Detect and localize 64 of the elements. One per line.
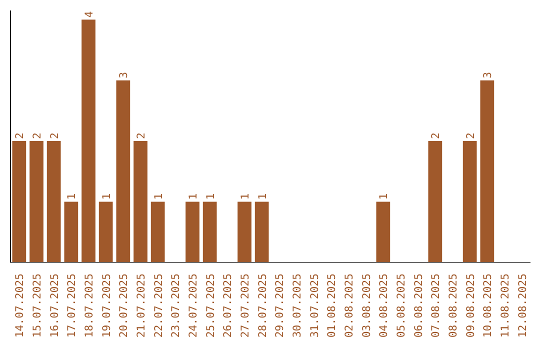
bar bbox=[98, 202, 113, 262]
data-label: 1 bbox=[204, 193, 217, 200]
bar bbox=[480, 80, 494, 262]
bar bbox=[254, 202, 269, 262]
bar bbox=[64, 202, 78, 262]
data-label: 1 bbox=[100, 193, 113, 200]
bar bbox=[238, 202, 252, 262]
data-label: 2 bbox=[48, 132, 61, 140]
data-label: 2 bbox=[429, 132, 442, 140]
data-label: 1 bbox=[186, 193, 200, 200]
x-tick-label: 18.07.2025 bbox=[82, 274, 96, 338]
x-tick-label: 29.07.2025 bbox=[273, 274, 286, 338]
x-tick-label: 04.08.2025 bbox=[377, 274, 390, 338]
bar bbox=[186, 202, 200, 262]
data-label: 1 bbox=[377, 193, 390, 200]
x-tick-label: 31.07.2025 bbox=[308, 274, 321, 338]
data-label: 2 bbox=[13, 132, 26, 140]
x-tick-label: 10.08.2025 bbox=[481, 274, 494, 338]
x-tick-label: 08.08.2025 bbox=[446, 274, 460, 338]
x-tick-label: 25.07.2025 bbox=[204, 274, 217, 338]
bar bbox=[134, 141, 148, 262]
x-tick-label: 16.07.2025 bbox=[48, 274, 61, 338]
data-label: 1 bbox=[238, 193, 252, 200]
bar bbox=[82, 20, 96, 262]
data-label: 1 bbox=[65, 193, 78, 200]
x-tick-label: 14.07.2025 bbox=[13, 274, 26, 338]
x-tick-label: 23.07.2025 bbox=[169, 274, 182, 338]
x-tick-label: 22.07.2025 bbox=[152, 274, 165, 338]
data-label: 2 bbox=[464, 132, 477, 140]
x-tick-label: 07.08.2025 bbox=[429, 274, 442, 338]
data-label: 1 bbox=[152, 193, 165, 200]
x-tick-label: 03.08.2025 bbox=[360, 274, 373, 338]
bar bbox=[30, 141, 44, 262]
data-label: 2 bbox=[134, 132, 148, 140]
x-tick-label: 30.07.2025 bbox=[290, 274, 304, 338]
bar bbox=[46, 141, 61, 262]
data-label: 3 bbox=[481, 72, 494, 78]
x-tick-label: 05.08.2025 bbox=[394, 274, 408, 338]
bar bbox=[116, 80, 130, 262]
x-tick-label: 21.07.2025 bbox=[134, 274, 148, 338]
data-label: 3 bbox=[117, 72, 130, 78]
x-tick-label: 06.08.2025 bbox=[412, 274, 425, 338]
x-tick-label: 24.07.2025 bbox=[186, 274, 200, 338]
x-tick-label: 15.07.2025 bbox=[30, 274, 44, 338]
x-tick-label: 20.07.2025 bbox=[117, 274, 130, 338]
bar bbox=[150, 202, 165, 262]
bar bbox=[462, 141, 477, 262]
x-tick-label: 28.07.2025 bbox=[256, 274, 269, 338]
x-tick-label: 09.08.2025 bbox=[464, 274, 477, 338]
bar bbox=[12, 141, 26, 262]
x-tick-label: 01.08.2025 bbox=[325, 274, 338, 338]
x-tick-label: 27.07.2025 bbox=[238, 274, 252, 338]
data-label: 1 bbox=[256, 193, 269, 200]
x-tick-label: 26.07.2025 bbox=[221, 274, 234, 338]
x-tick-label: 11.08.2025 bbox=[498, 274, 512, 338]
x-tick-label: 19.07.2025 bbox=[100, 274, 113, 338]
x-tick-label: 12.08.2025 bbox=[516, 274, 529, 338]
x-tick-label: 17.07.2025 bbox=[65, 274, 78, 338]
data-label: 2 bbox=[30, 132, 44, 140]
bar bbox=[202, 202, 217, 262]
bar bbox=[376, 202, 390, 262]
data-label: 4 bbox=[82, 11, 96, 18]
x-tick-label: 02.08.2025 bbox=[342, 274, 356, 338]
bar bbox=[428, 141, 442, 262]
